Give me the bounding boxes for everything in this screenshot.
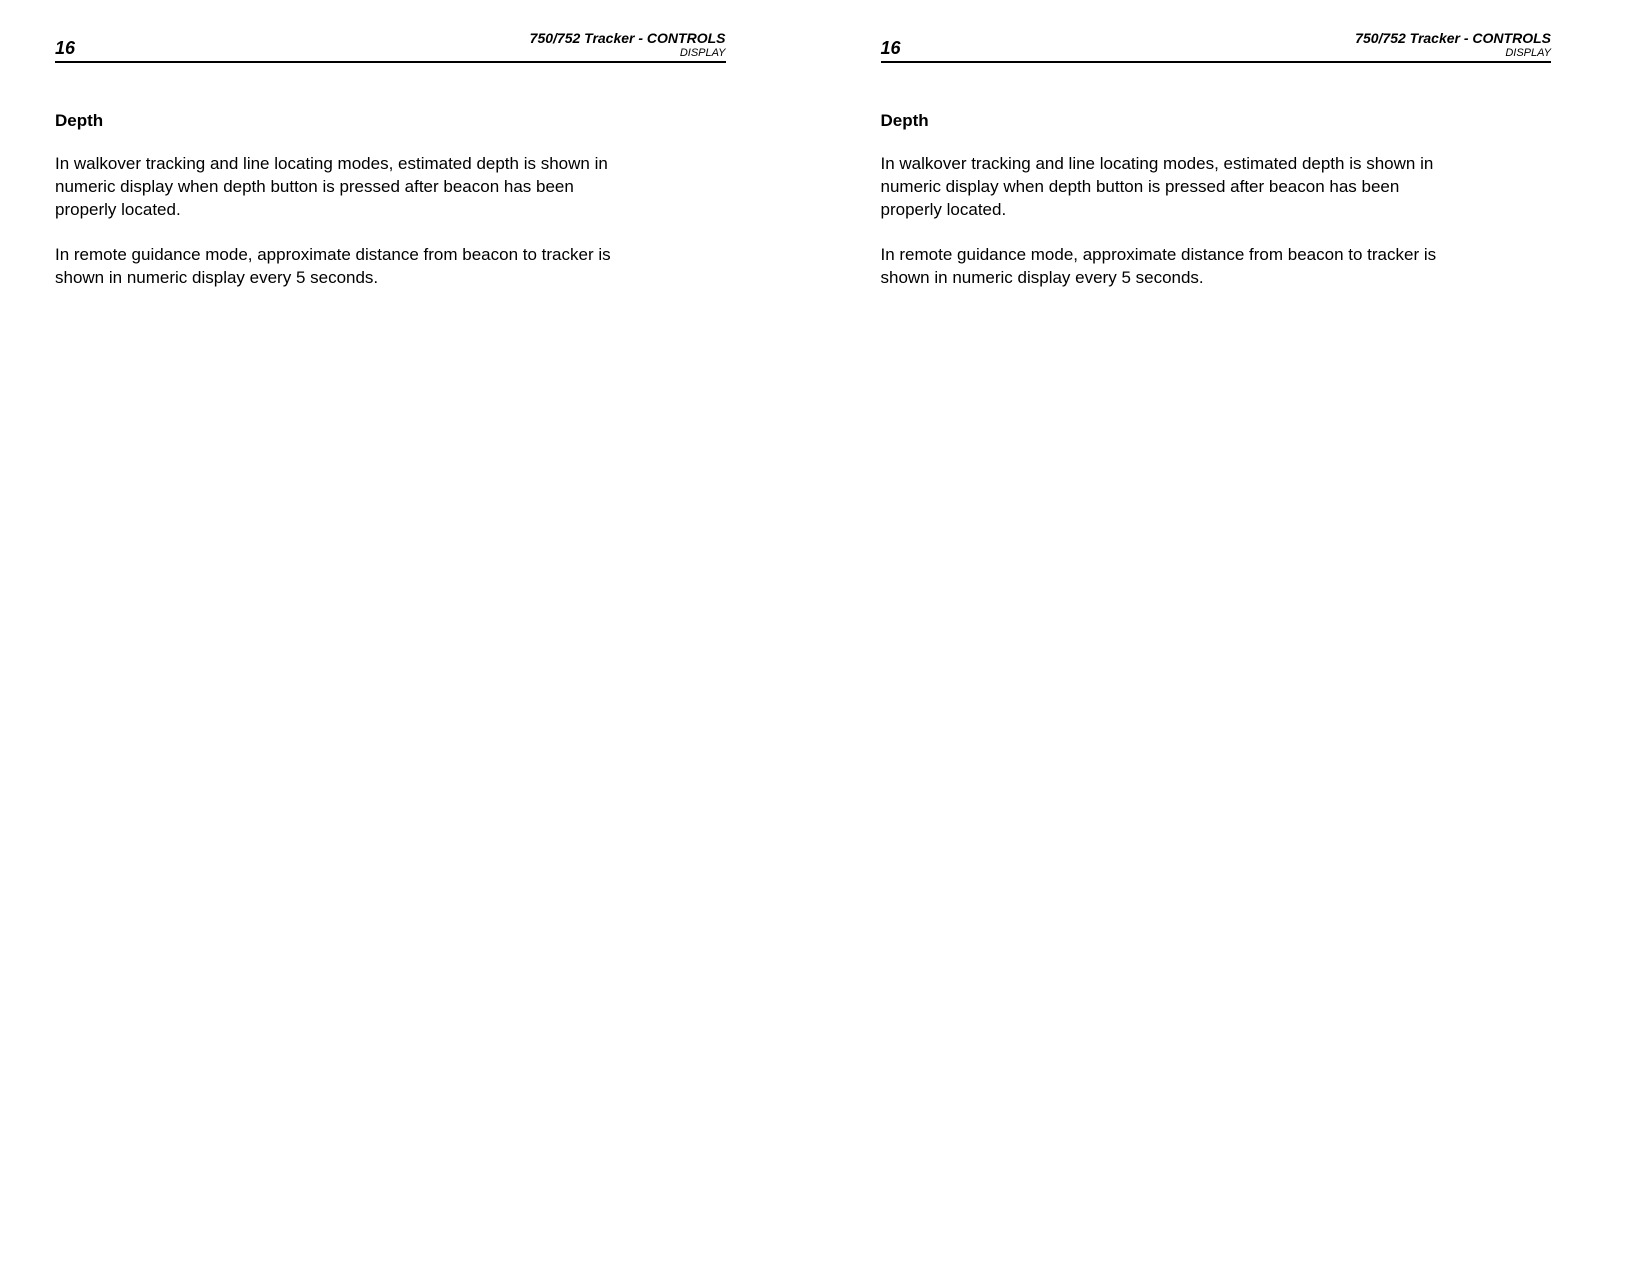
body-paragraph: In remote guidance mode, approximate dis… (881, 244, 1441, 290)
body-paragraph: In walkover tracking and line locating m… (55, 153, 615, 222)
header-subtitle: DISPLAY (1355, 47, 1551, 59)
section-heading: Depth (55, 111, 726, 131)
header-title: 750/752 Tracker - CONTROLS (1355, 30, 1551, 46)
header-title: 750/752 Tracker - CONTROLS (530, 30, 726, 46)
header-right-block: 750/752 Tracker - CONTROLS DISPLAY (530, 30, 726, 59)
document-spread: 16 750/752 Tracker - CONTROLS DISPLAY De… (0, 0, 1651, 1275)
page-number: 16 (881, 38, 901, 59)
page-right: 16 750/752 Tracker - CONTROLS DISPLAY De… (826, 0, 1651, 1275)
body-paragraph: In remote guidance mode, approximate dis… (55, 244, 615, 290)
page-left: 16 750/752 Tracker - CONTROLS DISPLAY De… (0, 0, 826, 1275)
page-header: 16 750/752 Tracker - CONTROLS DISPLAY (55, 30, 726, 63)
page-number: 16 (55, 38, 75, 59)
body-paragraph: In walkover tracking and line locating m… (881, 153, 1441, 222)
header-subtitle: DISPLAY (530, 47, 726, 59)
section-heading: Depth (881, 111, 1552, 131)
page-header: 16 750/752 Tracker - CONTROLS DISPLAY (881, 30, 1552, 63)
header-right-block: 750/752 Tracker - CONTROLS DISPLAY (1355, 30, 1551, 59)
